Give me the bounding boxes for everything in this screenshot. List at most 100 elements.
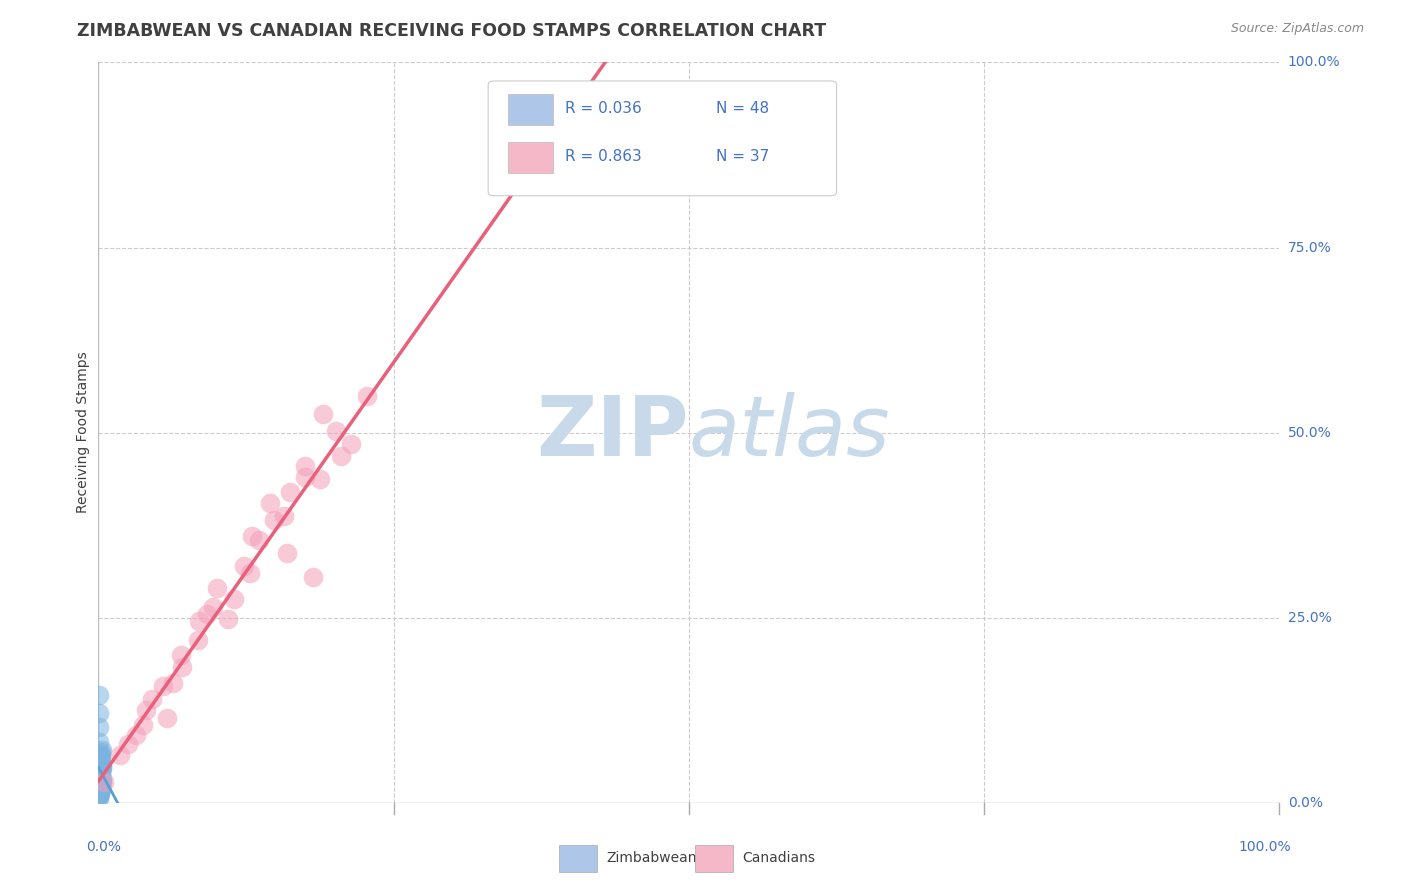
Point <box>90 746 112 760</box>
Point <box>278 484 301 499</box>
Point <box>89 787 111 801</box>
Point <box>187 615 209 629</box>
Point <box>90 756 112 771</box>
Point <box>89 750 111 764</box>
Point <box>91 760 114 774</box>
Point <box>141 692 163 706</box>
Point <box>87 689 110 703</box>
Point <box>273 508 295 523</box>
Point <box>89 789 111 804</box>
Point <box>91 758 114 772</box>
Point <box>87 791 110 805</box>
Point <box>302 570 325 584</box>
Point <box>132 718 155 732</box>
Point <box>195 607 218 621</box>
Point <box>329 450 352 464</box>
Point <box>340 436 363 450</box>
Point <box>239 566 262 581</box>
Point <box>91 762 114 776</box>
Point <box>263 513 285 527</box>
Point <box>89 764 111 778</box>
Point <box>90 747 112 762</box>
Point <box>309 471 332 485</box>
Point <box>89 780 111 795</box>
Point <box>90 781 112 796</box>
Point <box>108 747 131 762</box>
Point <box>90 768 112 782</box>
Text: atlas: atlas <box>689 392 890 473</box>
Point <box>240 529 263 543</box>
Text: R = 0.863: R = 0.863 <box>565 149 641 164</box>
Point <box>87 735 110 749</box>
Point <box>224 592 246 607</box>
Y-axis label: Receiving Food Stamps: Receiving Food Stamps <box>76 351 90 514</box>
Point <box>90 782 112 797</box>
Point <box>276 545 298 559</box>
Point <box>187 632 209 647</box>
Point <box>232 558 254 573</box>
Text: R = 0.036: R = 0.036 <box>565 101 641 116</box>
Point <box>89 776 111 790</box>
Point <box>89 771 111 785</box>
Text: Source: ZipAtlas.com: Source: ZipAtlas.com <box>1230 22 1364 36</box>
Point <box>90 756 112 770</box>
Point <box>89 785 111 799</box>
Point <box>87 770 110 784</box>
FancyBboxPatch shape <box>560 845 596 871</box>
Point <box>93 775 115 789</box>
Point <box>91 777 114 791</box>
Point <box>356 388 378 402</box>
Point <box>89 755 111 769</box>
Point <box>89 769 111 783</box>
Text: 0.0%: 0.0% <box>87 840 121 854</box>
Point <box>90 749 112 764</box>
Text: 50.0%: 50.0% <box>1288 425 1331 440</box>
Point <box>247 533 270 547</box>
Text: Zimbabweans: Zimbabweans <box>606 851 704 865</box>
Point <box>89 783 111 797</box>
Text: ZIP: ZIP <box>537 392 689 473</box>
FancyBboxPatch shape <box>695 845 733 871</box>
Point <box>89 785 111 799</box>
Point <box>205 581 228 595</box>
Point <box>294 458 316 473</box>
Point <box>87 780 110 795</box>
Point <box>87 788 110 802</box>
Point <box>90 772 112 786</box>
Point <box>201 599 224 614</box>
Text: ZIMBABWEAN VS CANADIAN RECEIVING FOOD STAMPS CORRELATION CHART: ZIMBABWEAN VS CANADIAN RECEIVING FOOD ST… <box>77 22 827 40</box>
Point <box>172 660 194 674</box>
Point <box>90 763 112 777</box>
Point <box>89 757 111 772</box>
FancyBboxPatch shape <box>488 81 837 195</box>
Point <box>125 728 148 742</box>
Point <box>89 765 111 780</box>
Text: 0.0%: 0.0% <box>1288 796 1323 810</box>
Point <box>89 766 111 780</box>
Point <box>294 470 316 484</box>
Point <box>312 407 335 421</box>
Point <box>90 774 112 789</box>
Text: 75.0%: 75.0% <box>1288 241 1331 254</box>
Point <box>90 772 112 787</box>
Point <box>89 752 111 766</box>
Text: Canadians: Canadians <box>742 851 815 865</box>
Point <box>87 706 110 721</box>
Text: N = 48: N = 48 <box>716 101 769 116</box>
Point <box>162 676 184 690</box>
Point <box>89 767 111 781</box>
Point <box>90 743 112 757</box>
FancyBboxPatch shape <box>508 142 553 173</box>
Text: 100.0%: 100.0% <box>1288 55 1340 70</box>
Text: 100.0%: 100.0% <box>1239 840 1291 854</box>
Point <box>89 767 111 781</box>
Point <box>89 775 111 789</box>
Point <box>152 679 174 693</box>
FancyBboxPatch shape <box>508 94 553 125</box>
Point <box>135 703 157 717</box>
Point <box>325 424 347 438</box>
Point <box>89 750 111 764</box>
Point <box>87 720 110 734</box>
Text: 25.0%: 25.0% <box>1288 611 1331 624</box>
Text: N = 37: N = 37 <box>716 149 769 164</box>
